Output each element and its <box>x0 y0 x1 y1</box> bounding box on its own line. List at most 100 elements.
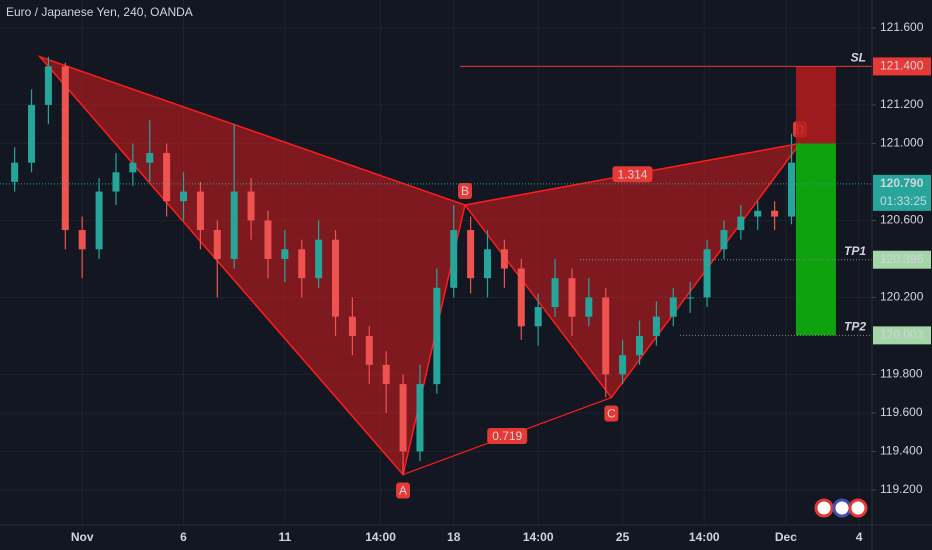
level-price-label: 121.400 <box>880 59 924 73</box>
candle-body <box>669 297 677 317</box>
candle-body <box>585 297 593 317</box>
candle-body <box>95 191 103 250</box>
candle-body <box>11 162 19 182</box>
candle-body <box>44 66 52 105</box>
candle-body <box>737 216 745 231</box>
y-tick-label: 120.200 <box>880 290 924 304</box>
candle-body <box>602 297 610 375</box>
candle-body <box>416 384 424 452</box>
y-tick-label: 121.600 <box>880 20 924 34</box>
ratio-badge <box>612 166 653 183</box>
ratio-label: 0.719 <box>492 429 522 443</box>
candle-body <box>180 191 188 202</box>
level-price-badge <box>873 326 931 345</box>
x-tick-label: 6 <box>180 530 187 544</box>
candle-body <box>433 287 441 385</box>
point-badge <box>396 482 411 499</box>
x-tick-label: Dec <box>775 530 797 544</box>
x-tick-label: 14:00 <box>689 530 720 544</box>
x-tick-label: 25 <box>616 530 630 544</box>
level-price-label: 120.396 <box>880 252 924 266</box>
y-tick-label: 119.400 <box>880 444 923 458</box>
countdown: 01:33:25 <box>880 194 927 208</box>
candle-body <box>636 335 644 356</box>
candle-body <box>247 191 255 221</box>
point-label: B <box>461 184 469 198</box>
candle-body <box>281 249 289 259</box>
candle-body <box>686 297 694 299</box>
candle-body <box>619 355 627 375</box>
candle-body <box>450 230 458 288</box>
y-tick-label: 121.000 <box>880 136 924 150</box>
ratio-badge <box>487 428 528 445</box>
candle-body <box>315 239 323 279</box>
y-tick-label: 120.600 <box>880 213 924 227</box>
axes: 121.600 121.200 121.000 120.600 120.200 119.8… <box>71 20 931 544</box>
x-tick-label: 4 <box>856 530 863 544</box>
y-tick-label: 121.200 <box>880 97 924 111</box>
y-tick-label: 119.200 <box>880 482 923 496</box>
candle-body <box>213 230 221 259</box>
candle-body <box>28 104 36 163</box>
candle-body <box>484 249 492 279</box>
point-badge <box>457 183 472 200</box>
candle-body <box>720 230 728 250</box>
level-name: TP1 <box>844 244 866 258</box>
candle-body <box>500 249 508 269</box>
last-price-badge <box>873 174 931 211</box>
candle-body <box>703 249 711 298</box>
candle-body <box>754 210 762 217</box>
candle-body <box>298 249 306 279</box>
last-price-label: 120.790 <box>880 176 924 190</box>
candle-body <box>517 268 525 327</box>
candle-body <box>787 162 795 217</box>
candle-body <box>264 220 272 259</box>
x-tick-label: 18 <box>447 530 461 544</box>
candle-body <box>534 307 542 327</box>
ratio-label: 1.314 <box>617 167 647 181</box>
y-tick-label: 119.600 <box>880 405 923 419</box>
stop-zone <box>795 66 836 144</box>
x-tick-label: 14:00 <box>365 530 396 544</box>
candle-body <box>196 191 204 231</box>
level-name: TP2 <box>844 320 866 334</box>
candle-body <box>332 239 340 317</box>
candle-body <box>399 384 407 452</box>
level-name: SL <box>851 51 866 65</box>
indicator-icons <box>814 498 868 518</box>
candle-body <box>61 66 69 231</box>
point-label: C <box>607 407 616 421</box>
x-tick-label: Nov <box>71 530 94 544</box>
icon <box>832 498 852 518</box>
candle-body <box>163 153 171 202</box>
chart-title: Euro / Japanese Yen, 240, OANDA <box>6 5 193 19</box>
y-tick-label: 119.800 <box>880 367 923 381</box>
x-tick-label: 11 <box>279 530 292 544</box>
candle-body <box>146 153 154 163</box>
candle-body <box>771 210 779 217</box>
point-badge <box>604 405 619 422</box>
candle-body <box>365 335 373 365</box>
candle-body <box>112 172 120 192</box>
candle-body <box>348 316 356 336</box>
candle-body <box>382 364 390 385</box>
icon <box>814 498 834 518</box>
icon <box>848 498 868 518</box>
candle-body <box>78 230 86 250</box>
candle-body <box>551 278 559 308</box>
point-label: A <box>399 484 407 498</box>
target-zone <box>795 143 836 336</box>
level-price-label: 120.003 <box>880 328 924 342</box>
candle-body <box>467 230 475 279</box>
candle-body <box>129 162 137 173</box>
candle-body <box>652 316 660 336</box>
candle-body <box>568 278 576 317</box>
level-price-badge <box>873 250 931 269</box>
x-tick-label: 14:00 <box>523 530 554 544</box>
candle-body <box>230 191 238 259</box>
level-price-badge <box>873 57 931 76</box>
